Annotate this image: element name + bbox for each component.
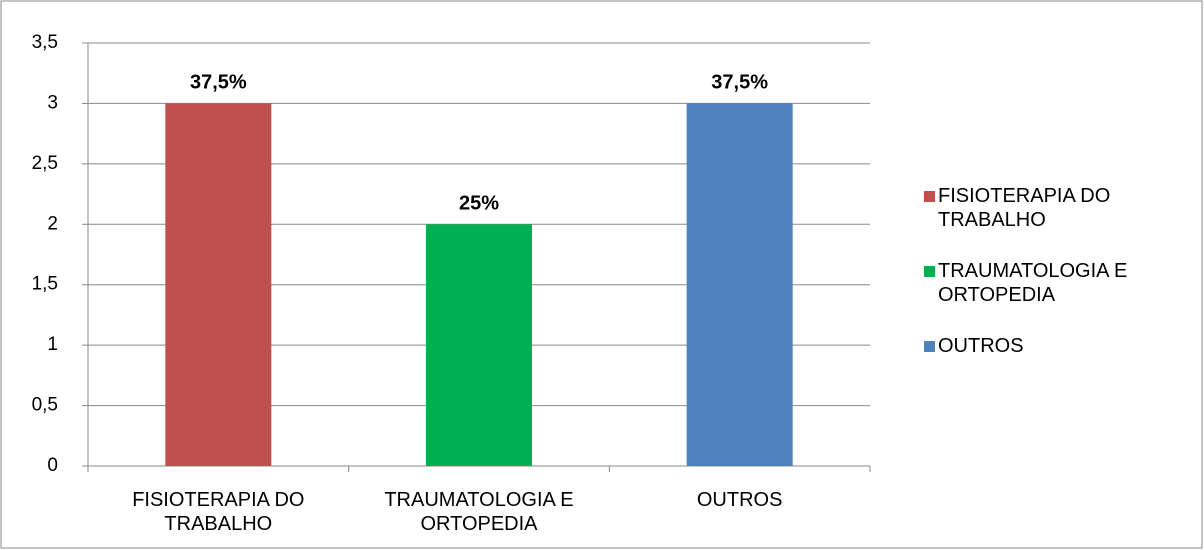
legend-label: OUTROS: [938, 335, 1024, 357]
y-tick-label: 1: [47, 334, 58, 355]
legend-label: FISIOTERAPIA DO TRABALHO: [938, 185, 1111, 231]
y-tick-label: 0,5: [32, 395, 58, 416]
y-tick-label: 0: [47, 455, 58, 476]
data-label: 37,5%: [711, 72, 768, 94]
x-tick-label: FISIOTERAPIA DO TRABALHO: [132, 489, 305, 535]
legend-label: TRAUMATOLOGIA E ORTOPEDIA: [938, 260, 1128, 306]
data-label: 37,5%: [190, 72, 247, 94]
y-tick-label: 2,5: [32, 153, 58, 174]
legend-swatch: [924, 266, 935, 277]
y-tick-label: 1,5: [32, 274, 58, 295]
bar: [686, 103, 793, 466]
x-tick-label: OUTROS: [696, 489, 783, 511]
legend-swatch: [924, 191, 935, 202]
y-tick-label: 2: [47, 213, 58, 234]
bar: [165, 103, 272, 466]
x-tick-label: TRAUMATOLOGIA E ORTOPEDIA: [384, 489, 574, 535]
data-label: 25%: [459, 193, 499, 215]
y-tick-label: 3,5: [32, 32, 58, 53]
bar: [426, 224, 532, 466]
legend-swatch: [924, 341, 935, 352]
y-tick-label: 3: [47, 92, 58, 113]
